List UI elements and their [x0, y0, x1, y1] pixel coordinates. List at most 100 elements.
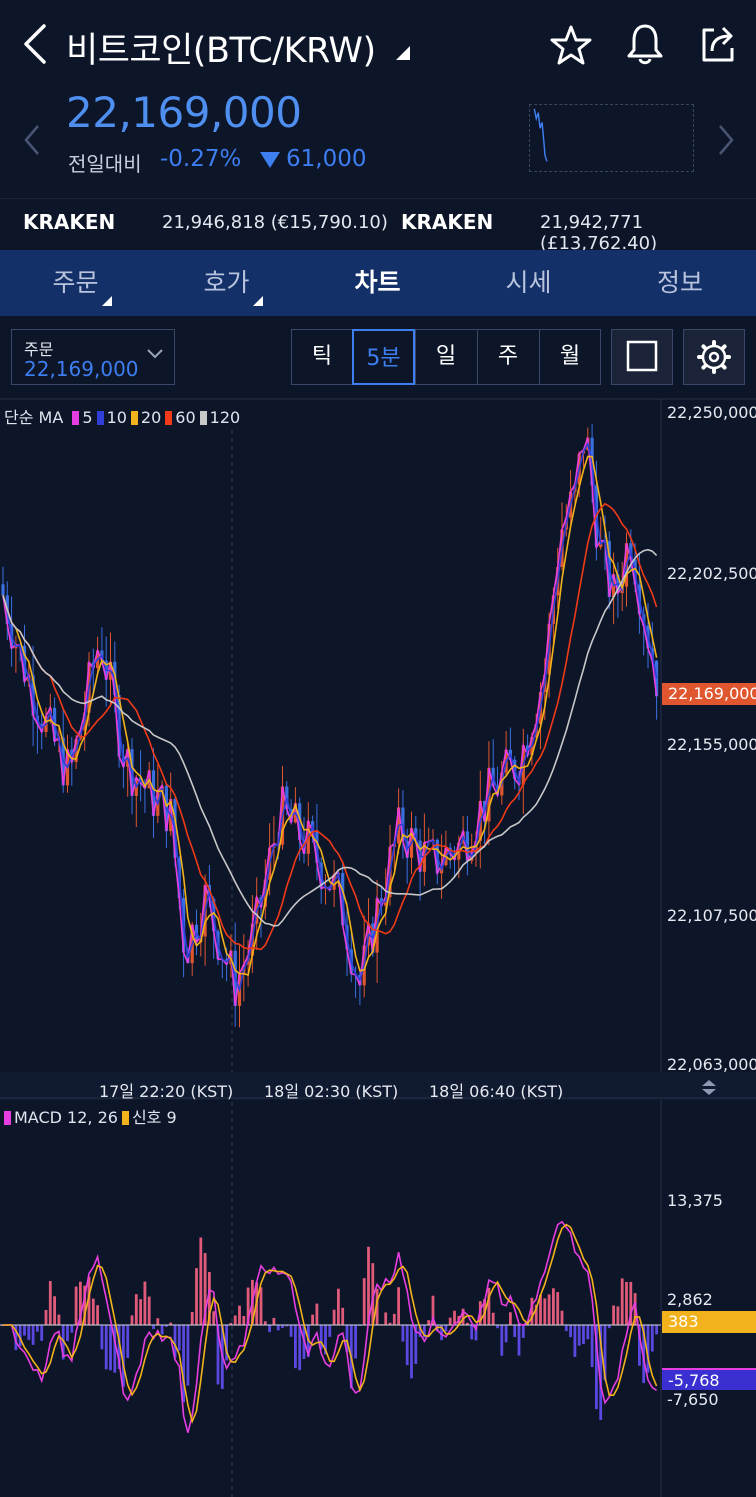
dropdown-caret-icon[interactable] — [394, 44, 410, 60]
moving-average-lines — [2, 437, 658, 1007]
macd-histogram-bar — [233, 1315, 237, 1325]
price-chart[interactable] — [0, 396, 756, 1497]
mini-price-chart — [529, 104, 694, 172]
macd-histogram-bar — [328, 1325, 332, 1337]
macd-histogram-bar — [547, 1294, 551, 1325]
resize-up-icon[interactable] — [702, 1080, 716, 1086]
macd-histogram-bar — [375, 1288, 379, 1325]
macd-histogram-bar — [165, 1325, 168, 1327]
period-day-button[interactable]: 일 — [435, 344, 457, 369]
macd-histogram-bar — [160, 1325, 164, 1335]
macd-histogram-bar — [268, 1325, 271, 1333]
period-week-button[interactable]: 주 — [497, 344, 519, 369]
macd-y-tick-label: 2,862 — [667, 1290, 713, 1309]
macd-histogram-bar — [199, 1237, 203, 1325]
macd-histogram-bar — [126, 1325, 130, 1359]
resize-down-icon[interactable] — [702, 1089, 716, 1095]
macd-histogram-bar — [298, 1325, 302, 1371]
tab-chart[interactable]: 차트 — [354, 268, 401, 297]
period-tick-button[interactable]: 틱 — [311, 344, 333, 369]
order-price-select[interactable] — [11, 329, 175, 385]
macd-histogram-bar — [31, 1325, 35, 1345]
period-month-button[interactable]: 월 — [559, 344, 581, 369]
signal-value-tag: 383 — [662, 1311, 756, 1333]
macd-histogram-bar — [36, 1325, 39, 1332]
tab-orderbook[interactable]: 호가 — [203, 268, 250, 297]
macd-histogram-bar — [418, 1325, 422, 1337]
macd-histogram-bar — [440, 1325, 443, 1341]
macd-histogram-bar — [431, 1295, 435, 1325]
macd-histogram-bar — [345, 1325, 349, 1353]
macd-histogram-bar — [504, 1325, 508, 1343]
ma-line-10 — [2, 441, 658, 993]
macd-histogram-bar — [195, 1268, 198, 1325]
prev-coin-arrow-icon[interactable] — [22, 122, 42, 158]
macd-histogram-bar — [57, 1314, 61, 1325]
gear-icon — [697, 340, 731, 374]
back-icon[interactable] — [18, 22, 54, 66]
chart-settings-button[interactable] — [683, 329, 745, 385]
signal-line — [3, 1223, 658, 1424]
macd-histogram-bar — [130, 1315, 134, 1325]
macd-histogram-bar — [633, 1293, 637, 1325]
legend-swatch — [130, 411, 138, 425]
exchange-name: KRAKEN — [401, 210, 494, 234]
macd-histogram-bar — [629, 1281, 633, 1325]
macd-histogram — [1, 1237, 658, 1421]
period-5min-button[interactable]: 5분 — [352, 329, 415, 385]
macd-histogram-bar — [444, 1325, 448, 1332]
tab-info[interactable]: 정보 — [656, 268, 703, 297]
macd-histogram-bar — [173, 1325, 177, 1358]
macd-histogram-bar — [87, 1276, 91, 1325]
macd-histogram-bar — [354, 1325, 357, 1359]
ma-legend-prefix: 단순 MA — [4, 408, 64, 427]
tab-corner-icon — [253, 296, 263, 306]
page-title[interactable]: 비트코인(BTC/KRW) — [66, 31, 376, 71]
macd-histogram-bar — [294, 1325, 297, 1369]
exchange-price: 21,946,818 (€15,790.10) — [162, 212, 388, 233]
macd-histogram-bar — [186, 1325, 190, 1386]
macd-value-tag: -5,768 — [662, 1368, 756, 1390]
macd-histogram-bar — [362, 1278, 366, 1325]
macd-histogram-bar — [612, 1305, 615, 1325]
macd-histogram-bar — [470, 1325, 474, 1340]
x-tick-label: 18일 06:40 (KST) — [429, 1082, 564, 1101]
next-coin-arrow-icon[interactable] — [716, 122, 736, 158]
macd-histogram-bar — [410, 1325, 413, 1379]
legend-label: 신호 9 — [131, 1108, 177, 1127]
macd-histogram-bar — [315, 1303, 319, 1325]
macd-histogram-bar — [109, 1325, 112, 1371]
macd-histogram-bar — [332, 1309, 336, 1325]
macd-y-tick-label: -7,650 — [667, 1390, 719, 1409]
macd-histogram-bar — [40, 1325, 44, 1341]
macd-histogram-bar — [216, 1325, 220, 1385]
macd-histogram-bar — [122, 1325, 125, 1387]
macd-histogram-bar — [607, 1325, 611, 1329]
tab-order[interactable]: 주문 — [52, 268, 99, 297]
star-icon[interactable] — [550, 24, 592, 66]
order-select-value: 22,169,000 — [24, 357, 139, 381]
change-percent: -0.27% — [160, 146, 242, 172]
macd-histogram-bar — [156, 1318, 160, 1325]
macd-histogram-bar — [48, 1280, 52, 1325]
macd-histogram-bar — [595, 1325, 598, 1410]
bell-icon[interactable] — [624, 22, 666, 66]
share-icon[interactable] — [698, 24, 738, 64]
tab-quotes[interactable]: 시세 — [505, 268, 552, 297]
macd-histogram-bar — [79, 1281, 82, 1325]
macd-histogram-bar — [96, 1305, 99, 1325]
divider — [539, 329, 540, 385]
x-axis-band — [0, 1072, 756, 1100]
macd-histogram-bar — [152, 1325, 155, 1330]
fullscreen-button[interactable] — [611, 329, 673, 385]
exchange-price: 21,942,771 (£13,762.40) — [540, 212, 658, 254]
macd-histogram-bar — [397, 1287, 400, 1325]
legend-swatch — [165, 411, 173, 425]
macd-histogram-bar — [569, 1325, 572, 1338]
divider — [415, 329, 416, 385]
macd-histogram-bar — [61, 1325, 65, 1360]
legend-swatch — [121, 1111, 129, 1125]
macd-histogram-bar — [500, 1325, 504, 1356]
macd-histogram-bar — [392, 1313, 396, 1325]
y-tick-label: 22,107,500 — [667, 906, 756, 925]
